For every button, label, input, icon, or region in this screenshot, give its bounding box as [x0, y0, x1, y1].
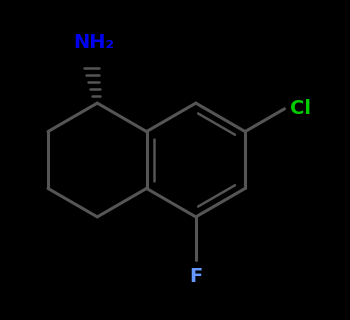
Text: Cl: Cl: [290, 99, 311, 118]
Text: F: F: [189, 267, 202, 286]
Text: NH₂: NH₂: [73, 33, 114, 52]
